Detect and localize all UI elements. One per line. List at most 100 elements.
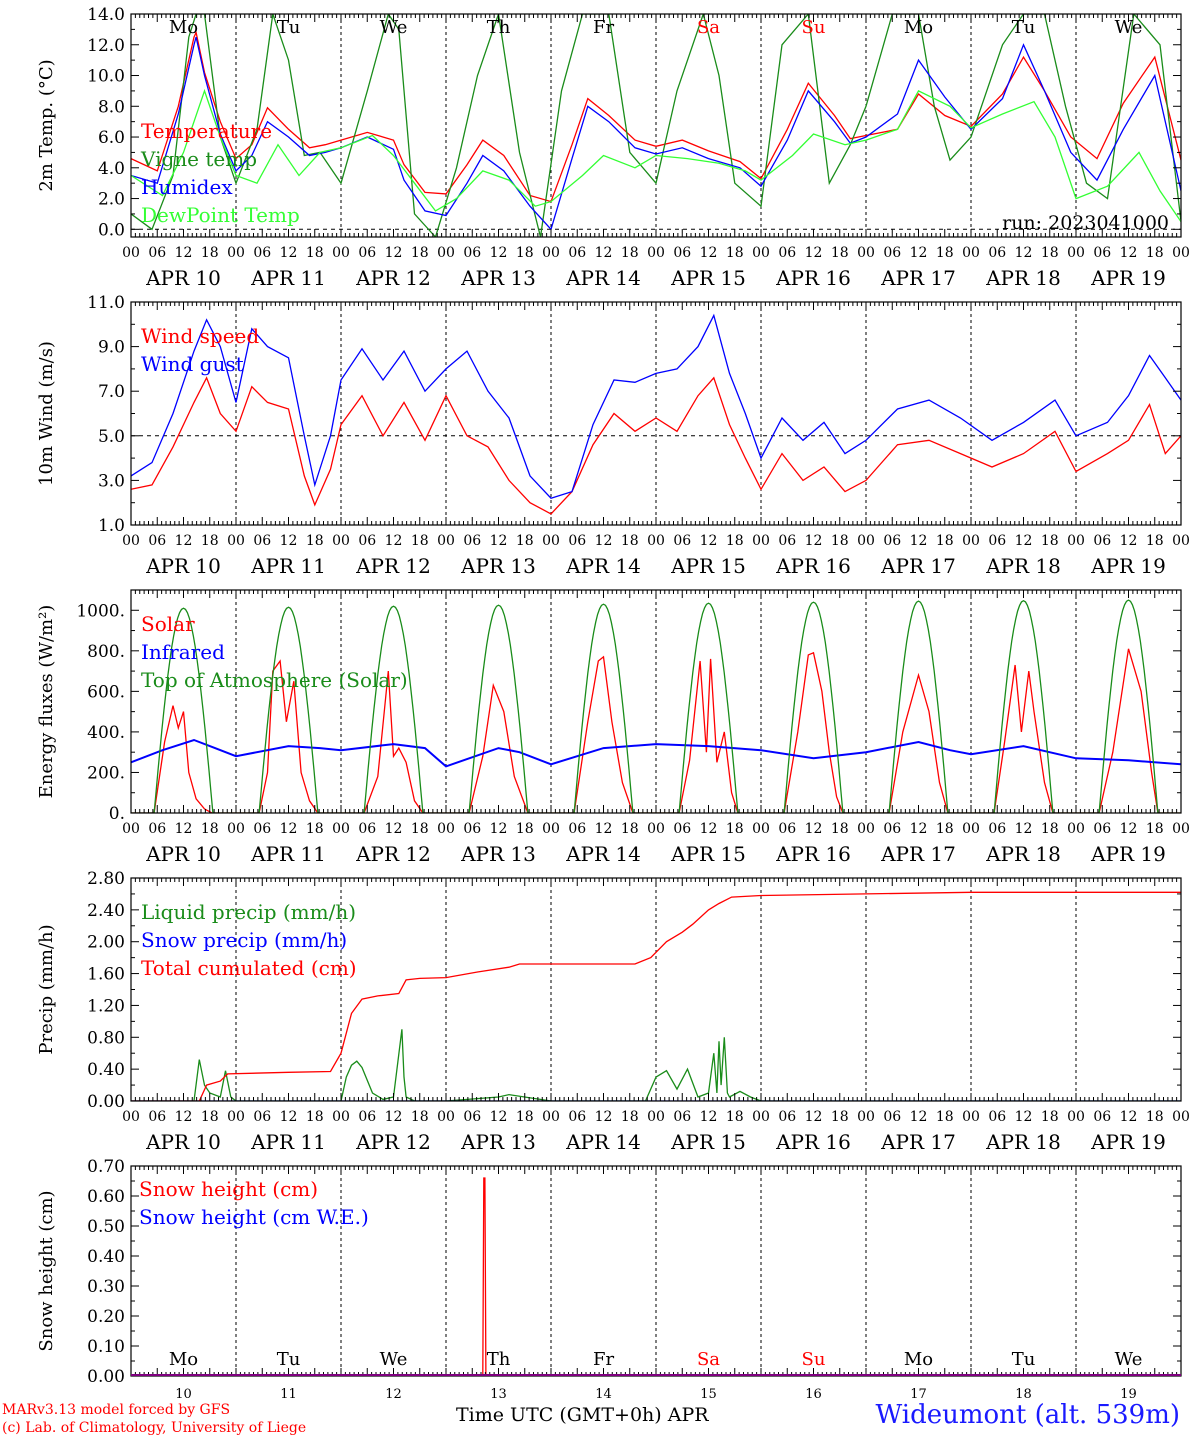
- panel-1: 0.0 2.0 4.0 6.0 8.0 10.0 12.0 14.0 2m Temp. (°C)…: [36, 5, 1190, 290]
- y-tick-label: 5.0: [98, 427, 125, 447]
- day-abbr: Mo: [169, 17, 198, 38]
- hour-label: 18: [516, 245, 534, 261]
- hour-label: 12: [280, 1109, 298, 1125]
- hour-label: 18: [936, 533, 954, 549]
- hour-label: 00: [857, 1109, 875, 1125]
- hour-label: 12: [490, 245, 508, 261]
- hour-label: 18: [831, 533, 849, 549]
- hour-label: 00: [122, 821, 140, 837]
- date-label: APR 16: [775, 1130, 851, 1154]
- hour-label: 00: [332, 533, 350, 549]
- hour-label: 00: [752, 821, 770, 837]
- date-label: APR 16: [775, 842, 851, 866]
- day-number: 18: [1015, 1387, 1032, 1402]
- date-label: APR 15: [670, 266, 746, 290]
- hour-label: 12: [385, 1109, 403, 1125]
- run-label: run: 2023041000: [1002, 212, 1169, 234]
- hour-label: 12: [805, 533, 823, 549]
- hour-label: 18: [621, 821, 639, 837]
- date-label: APR 18: [985, 266, 1061, 290]
- hour-label: 00: [227, 245, 245, 261]
- legend-entry: DewPoint Temp: [141, 203, 300, 227]
- hour-label: 18: [726, 533, 744, 549]
- hour-label: 12: [280, 533, 298, 549]
- hour-label: 06: [988, 245, 1006, 261]
- y-tick-label: 1.0: [98, 516, 125, 536]
- hour-label: 00: [857, 533, 875, 549]
- hour-label: 06: [673, 245, 691, 261]
- hour-label: 18: [201, 533, 219, 549]
- y-tick-label: 0.40: [87, 1060, 125, 1080]
- date-label: APR 14: [565, 266, 641, 290]
- y-tick-label: 0.20: [87, 1307, 125, 1327]
- hour-label: 00: [437, 533, 455, 549]
- hour-label: 06: [148, 1109, 166, 1125]
- hour-label: 00: [122, 1109, 140, 1125]
- hour-label: 12: [700, 821, 718, 837]
- y-tick-label: 1.20: [87, 996, 125, 1016]
- legend-entry: Wind speed: [141, 324, 259, 348]
- y-tick-label: 2.80: [87, 869, 125, 889]
- y-tick-label: 0.70: [87, 1157, 125, 1177]
- date-label: APR 19: [1090, 1130, 1166, 1154]
- date-label: APR 10: [145, 266, 221, 290]
- y-tick-label: 0.00: [87, 1092, 125, 1112]
- hour-label: 00: [542, 533, 560, 549]
- hour-label: 12: [1015, 245, 1033, 261]
- hour-label: 18: [726, 821, 744, 837]
- day-number: 17: [910, 1387, 927, 1402]
- hour-label: 00: [1172, 1109, 1190, 1125]
- hour-label: 18: [1041, 821, 1059, 837]
- y-tick-label: 9.0: [98, 338, 125, 358]
- hour-label: 00: [962, 245, 980, 261]
- hour-label: 06: [358, 245, 376, 261]
- hour-label: 00: [227, 821, 245, 837]
- hour-label: 12: [910, 245, 928, 261]
- hour-label: 00: [1067, 533, 1085, 549]
- day-number: 15: [700, 1387, 717, 1402]
- date-label: APR 10: [145, 842, 221, 866]
- legend-entry: Top of Atmosphere (Solar): [141, 668, 408, 692]
- hour-label: 18: [201, 821, 219, 837]
- date-label: APR 11: [250, 266, 326, 290]
- date-label: APR 16: [775, 554, 851, 578]
- hour-label: 12: [910, 1109, 928, 1125]
- day-number: 14: [595, 1387, 612, 1402]
- hour-label: 12: [385, 821, 403, 837]
- hour-label: 18: [411, 245, 429, 261]
- hour-label: 18: [621, 533, 639, 549]
- date-label: APR 13: [460, 842, 536, 866]
- y-tick-label: 11.0: [87, 293, 125, 313]
- day-abbr: Tu: [277, 1349, 301, 1370]
- hour-label: 12: [700, 533, 718, 549]
- date-label: APR 17: [880, 842, 956, 866]
- day-abbr: Tu: [277, 17, 301, 38]
- hour-label: 06: [1093, 533, 1111, 549]
- hour-label: 00: [542, 821, 560, 837]
- y-axis-label: 10m Wind (m/s): [36, 341, 57, 486]
- hour-label: 18: [621, 245, 639, 261]
- series-line-4: [131, 88, 1181, 222]
- series-group: [131, 14, 1181, 237]
- hour-label: 12: [1015, 533, 1033, 549]
- day-abbr: Th: [487, 17, 511, 38]
- hour-label: 06: [673, 533, 691, 549]
- y-tick-label: 12.0: [87, 36, 125, 56]
- day-abbr: Tu: [1012, 17, 1036, 38]
- date-label: APR 15: [670, 554, 746, 578]
- legend-entry: Snow precip (mm/h): [141, 928, 347, 952]
- y-tick-label: 0.50: [87, 1217, 125, 1237]
- hour-label: 00: [1172, 533, 1190, 549]
- hour-label: 06: [1093, 821, 1111, 837]
- legend-entry: Humidex: [141, 175, 233, 199]
- date-label: APR 12: [355, 842, 431, 866]
- hour-label: 18: [1041, 245, 1059, 261]
- y-tick-label: 7.0: [98, 382, 125, 402]
- y-tick-label: 14.0: [87, 5, 125, 25]
- hour-label: 06: [778, 1109, 796, 1125]
- date-label: APR 17: [880, 554, 956, 578]
- hour-label: 06: [148, 533, 166, 549]
- series-line-2: [131, 313, 1181, 499]
- day-abbr: Sa: [697, 17, 720, 38]
